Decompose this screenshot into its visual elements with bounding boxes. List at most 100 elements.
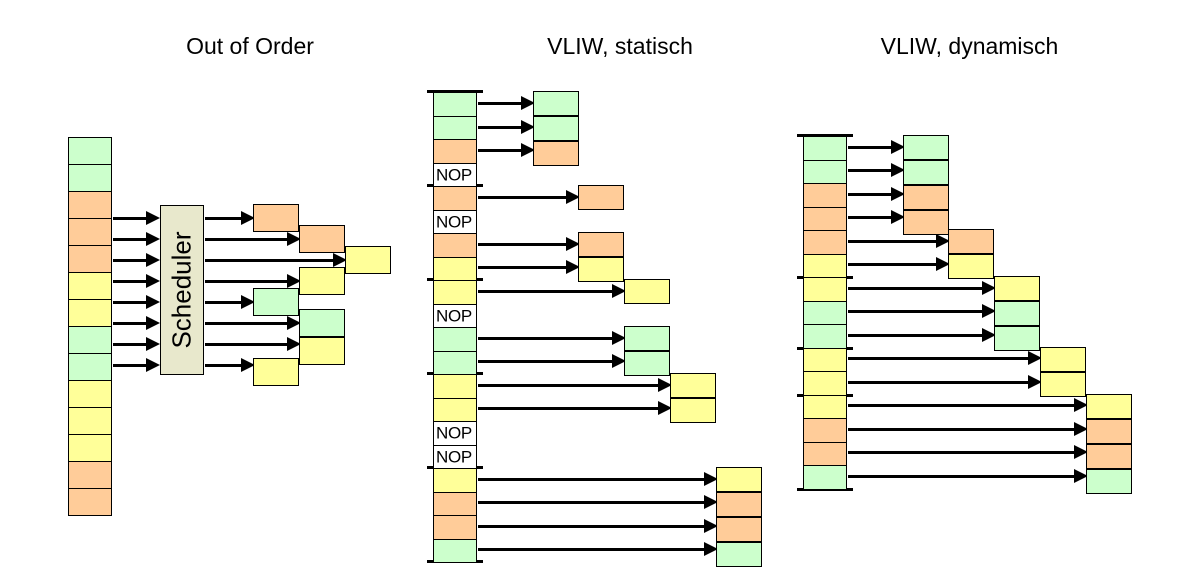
- execution-slot[interactable]: [903, 135, 949, 160]
- execution-slot[interactable]: [716, 542, 762, 567]
- dispatch-arrow-head: [146, 211, 160, 225]
- execution-slot[interactable]: [624, 351, 670, 376]
- execution-slot[interactable]: [299, 337, 345, 365]
- instruction-cell[interactable]: [433, 280, 477, 305]
- execution-slot[interactable]: [299, 267, 345, 295]
- instruction-cell[interactable]: [68, 461, 112, 489]
- issue-arrow-head: [1074, 398, 1088, 412]
- execution-slot[interactable]: [253, 204, 299, 232]
- instruction-cell[interactable]: [68, 272, 112, 300]
- instruction-cell[interactable]: [68, 191, 112, 219]
- execution-slot[interactable]: [994, 276, 1040, 301]
- execution-slot[interactable]: [624, 279, 670, 304]
- instruction-cell[interactable]: [803, 465, 847, 490]
- execution-slot[interactable]: [533, 91, 579, 116]
- execution-slot[interactable]: [670, 398, 716, 423]
- instruction-cell[interactable]: [68, 299, 112, 327]
- instruction-cell[interactable]: [803, 136, 847, 161]
- execution-slot[interactable]: [994, 301, 1040, 326]
- instruction-cell[interactable]: [803, 324, 847, 349]
- instruction-cell[interactable]: [433, 139, 477, 164]
- instruction-cell[interactable]: [433, 468, 477, 493]
- instruction-cell[interactable]: [68, 488, 112, 516]
- instruction-cell[interactable]: NOP: [433, 162, 477, 187]
- issue-arrow: [205, 301, 241, 304]
- issue-arrow: [848, 263, 936, 266]
- execution-slot[interactable]: [624, 326, 670, 351]
- instruction-cell[interactable]: [433, 350, 477, 375]
- instruction-cell[interactable]: [68, 353, 112, 381]
- execution-slot[interactable]: [1086, 444, 1132, 469]
- panel-title-vliw-dynamisch: VLIW, dynamisch: [880, 33, 1059, 59]
- instruction-cell[interactable]: NOP: [433, 209, 477, 234]
- instruction-cell[interactable]: [68, 137, 112, 165]
- execution-slot[interactable]: [716, 492, 762, 517]
- instruction-cell[interactable]: [803, 159, 847, 184]
- issue-arrow: [478, 407, 658, 410]
- execution-slot[interactable]: [670, 373, 716, 398]
- issue-arrow: [478, 384, 658, 387]
- execution-slot[interactable]: [1086, 419, 1132, 444]
- instruction-cell[interactable]: [433, 256, 477, 281]
- instruction-cell[interactable]: [803, 300, 847, 325]
- instruction-cell[interactable]: [803, 441, 847, 466]
- instruction-cell[interactable]: [68, 434, 112, 462]
- execution-slot[interactable]: [903, 185, 949, 210]
- execution-slot[interactable]: [1040, 372, 1086, 397]
- instruction-cell[interactable]: [803, 418, 847, 443]
- issue-arrow-head: [612, 354, 626, 368]
- execution-slot[interactable]: [903, 160, 949, 185]
- execution-slot[interactable]: [1040, 347, 1086, 372]
- instruction-cell[interactable]: NOP: [433, 421, 477, 446]
- issue-arrow-head: [287, 316, 301, 330]
- execution-slot[interactable]: [994, 326, 1040, 351]
- instruction-cell[interactable]: [803, 253, 847, 278]
- execution-slot[interactable]: [253, 358, 299, 386]
- instruction-cell[interactable]: [433, 327, 477, 352]
- issue-arrow: [478, 243, 566, 246]
- instruction-cell[interactable]: [803, 347, 847, 372]
- issue-arrow-head: [891, 163, 905, 177]
- issue-arrow: [478, 102, 521, 105]
- execution-slot[interactable]: [253, 288, 299, 316]
- instruction-cell[interactable]: [433, 491, 477, 516]
- scheduler-block[interactable]: Scheduler: [160, 205, 204, 375]
- execution-slot[interactable]: [716, 517, 762, 542]
- execution-slot[interactable]: [948, 229, 994, 254]
- execution-slot[interactable]: [1086, 394, 1132, 419]
- issue-arrow-head: [612, 284, 626, 298]
- issue-arrow: [478, 548, 704, 551]
- instruction-cell[interactable]: [68, 407, 112, 435]
- issue-arrow-head: [241, 295, 255, 309]
- execution-slot[interactable]: [903, 210, 949, 235]
- execution-slot[interactable]: [345, 246, 391, 274]
- issue-arrow-head: [333, 253, 347, 267]
- dispatch-arrow-head: [146, 316, 160, 330]
- execution-slot[interactable]: [299, 309, 345, 337]
- issue-arrow: [205, 364, 241, 367]
- issue-arrow: [478, 360, 612, 363]
- execution-slot[interactable]: [948, 254, 994, 279]
- instruction-cell[interactable]: [803, 394, 847, 419]
- execution-slot[interactable]: [578, 232, 624, 257]
- issue-arrow-head: [521, 120, 535, 134]
- issue-arrow: [848, 451, 1074, 454]
- execution-slot[interactable]: [578, 257, 624, 282]
- execution-slot[interactable]: [533, 141, 579, 166]
- instruction-cell[interactable]: [433, 374, 477, 399]
- instruction-cell[interactable]: NOP: [433, 444, 477, 469]
- instruction-cell[interactable]: [803, 277, 847, 302]
- execution-slot[interactable]: [299, 225, 345, 253]
- execution-slot[interactable]: [716, 467, 762, 492]
- execution-slot[interactable]: [533, 116, 579, 141]
- instruction-cell[interactable]: [803, 206, 847, 231]
- instruction-cell[interactable]: [803, 371, 847, 396]
- execution-slot[interactable]: [1086, 469, 1132, 494]
- instruction-cell[interactable]: [433, 538, 477, 563]
- instruction-cell[interactable]: [433, 515, 477, 540]
- execution-slot[interactable]: [578, 185, 624, 210]
- instruction-cell[interactable]: [803, 230, 847, 255]
- instruction-cell[interactable]: [803, 183, 847, 208]
- instruction-cell[interactable]: [68, 218, 112, 246]
